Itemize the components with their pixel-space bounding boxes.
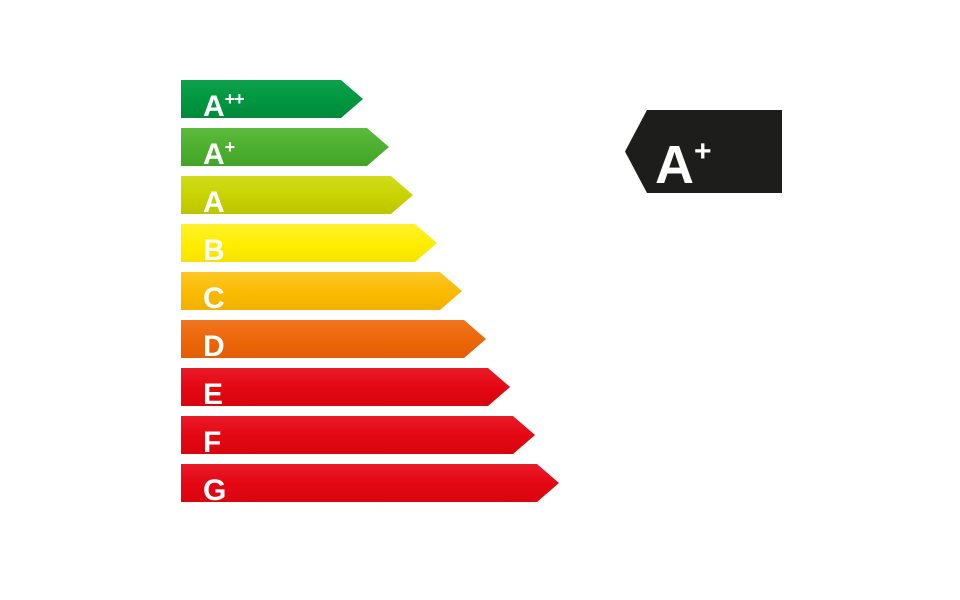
rating-badge: A+ <box>625 110 782 195</box>
arrow-shape-icon <box>181 176 413 214</box>
efficiency-class-suffix: ++ <box>224 89 245 109</box>
efficiency-class-label: A++ <box>203 89 245 123</box>
arrow-shape-icon <box>181 128 389 166</box>
arrow-shape-icon <box>181 320 486 358</box>
arrow-shape-icon <box>181 368 510 406</box>
efficiency-class-label: B <box>203 234 225 267</box>
rating-badge-label: A+ <box>655 135 712 195</box>
arrow-shape-icon <box>181 464 559 502</box>
arrow-shape-icon <box>181 224 437 262</box>
arrow-shape-icon <box>181 80 363 118</box>
efficiency-class-label: C <box>203 282 225 315</box>
efficiency-class-label: G <box>203 474 227 507</box>
efficiency-class-label: F <box>203 426 222 459</box>
efficiency-class-label: E <box>203 378 224 411</box>
efficiency-class-label: A <box>203 186 225 219</box>
rating-badge-suffix: + <box>694 135 712 168</box>
efficiency-class-suffix: + <box>224 137 235 157</box>
arrow-shape-icon <box>181 416 535 454</box>
efficiency-class-label: A+ <box>203 137 235 171</box>
arrow-shape-icon <box>181 272 462 310</box>
efficiency-class-label: D <box>203 330 225 363</box>
badge-arrow-shape-icon <box>625 110 782 193</box>
